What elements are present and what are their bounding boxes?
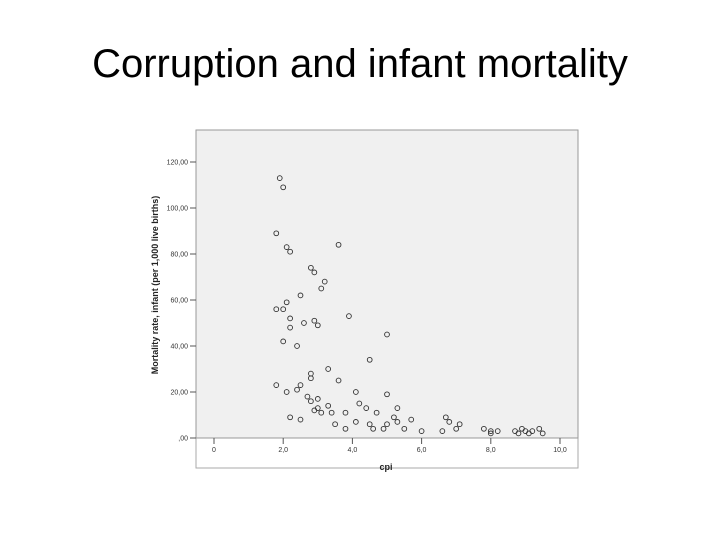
data-point [456, 421, 463, 428]
data-point [487, 428, 494, 434]
data-point [318, 285, 325, 292]
x-tick-label: 4,0 [348, 447, 358, 454]
data-point [321, 278, 328, 285]
data-point [346, 313, 352, 319]
data-point [280, 338, 287, 345]
data-point [287, 315, 293, 322]
x-axis-title: cpi [379, 462, 392, 472]
y-tick-label: ,00 [178, 436, 188, 443]
data-point [328, 409, 335, 416]
data-point [273, 382, 280, 388]
data-point [283, 244, 290, 250]
data-point [394, 405, 401, 411]
data-point [384, 331, 390, 338]
data-point [342, 425, 349, 432]
x-tick-label: 8,0 [486, 447, 496, 454]
x-axis: 0 2,0 4,0 6,0 8,0 10,0 [212, 438, 567, 454]
y-tick-label: 60,00 [170, 298, 188, 305]
data-point [332, 421, 338, 428]
data-point [311, 317, 318, 324]
data-point [325, 366, 332, 372]
data-point [356, 400, 363, 407]
data-point [287, 414, 293, 421]
x-tick-label: 10,0 [553, 447, 567, 454]
data-point [526, 430, 532, 437]
data-point [294, 386, 300, 393]
data-point [536, 425, 543, 432]
data-point [283, 389, 290, 395]
data-point [418, 428, 425, 434]
data-point [318, 409, 325, 416]
data-point [366, 356, 373, 363]
data-point [515, 430, 522, 437]
data-point [481, 425, 487, 432]
x-tick-label: 2,0 [278, 447, 288, 454]
data-point [294, 343, 300, 349]
data-point [283, 299, 290, 306]
data-point [335, 241, 342, 248]
data-point [280, 184, 287, 191]
data-point [342, 409, 349, 416]
data-point [394, 419, 401, 425]
data-point [287, 248, 293, 255]
y-tick-label: 20,00 [170, 390, 188, 397]
data-point [304, 393, 311, 400]
data-point [539, 430, 546, 437]
x-tick-label: 6,0 [417, 447, 427, 454]
data-point [335, 377, 342, 384]
x-tick-label: 0 [212, 447, 216, 454]
data-point [439, 428, 446, 434]
data-point [311, 407, 318, 414]
data-point [276, 175, 283, 181]
data-point [287, 324, 293, 331]
y-axis-title: Mortality rate, infant (per 1,000 live b… [150, 196, 160, 375]
data-point [446, 419, 453, 425]
data-point [311, 269, 318, 276]
y-tick-label: 100,00 [167, 206, 189, 213]
data-point [380, 425, 387, 432]
data-point [308, 398, 314, 405]
y-axis: ,00 20,00 40,00 60,00 80,00 100,00 120,00 [167, 160, 196, 443]
data-point [487, 430, 494, 437]
data-point [370, 425, 377, 432]
data-point [314, 396, 321, 402]
y-tick-label: 120,00 [167, 160, 189, 167]
data-point [297, 292, 304, 299]
data-point [353, 389, 359, 395]
data-point [308, 375, 314, 382]
data-point [273, 230, 280, 237]
data-point [273, 306, 280, 313]
data-point [391, 414, 397, 421]
data-point [308, 264, 314, 271]
data-point [453, 425, 460, 432]
data-point [384, 421, 390, 428]
y-tick-label: 40,00 [170, 344, 188, 351]
y-tick-label: 80,00 [170, 252, 188, 259]
data-point [280, 306, 287, 313]
data-points [273, 175, 546, 437]
data-point [297, 416, 304, 423]
slide-title: Corruption and infant mortality [92, 42, 628, 86]
data-point [297, 382, 304, 388]
plot-area [195, 129, 579, 439]
data-point [373, 409, 380, 416]
data-point [384, 391, 390, 398]
data-point [363, 405, 370, 411]
data-point [401, 425, 408, 432]
data-point [366, 421, 373, 428]
data-point [408, 416, 415, 423]
data-point [353, 419, 359, 425]
data-point [325, 402, 332, 409]
data-point [301, 320, 307, 326]
data-point [494, 428, 501, 434]
data-point [442, 414, 449, 421]
data-point [314, 322, 321, 329]
